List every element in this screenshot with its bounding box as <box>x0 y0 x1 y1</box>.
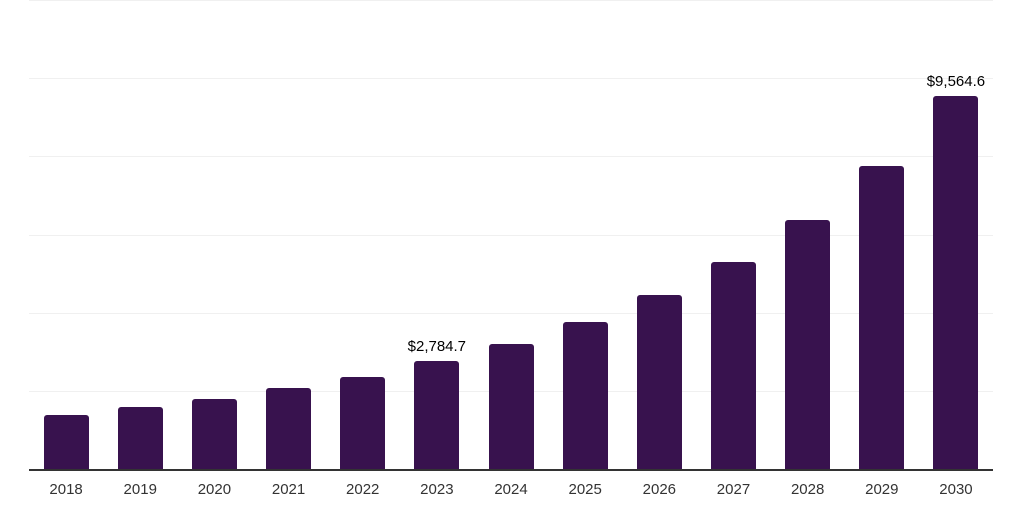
x-tick-label-2023: 2023 <box>420 481 454 498</box>
x-tick-label-2022: 2022 <box>346 481 380 498</box>
x-axis-labels: 2018 2019 2020 2021 2022 2023 2024 2025 2026 2027… <box>29 481 993 498</box>
gridline-10000 <box>29 78 993 80</box>
plot-area: $2,784.7 $9,564.6 <box>29 0 993 471</box>
gridline-6000 <box>29 234 993 236</box>
x-tick-label-2026: 2026 <box>642 481 677 498</box>
bar-2025[interactable] <box>562 322 608 470</box>
x-tick-label-2019: 2019 <box>123 481 157 498</box>
gridline-8000 <box>29 156 993 158</box>
x-tick-label-2025: 2025 <box>568 481 602 498</box>
bar-2020[interactable] <box>191 399 237 470</box>
bar-2018[interactable] <box>43 415 89 470</box>
bar-2029[interactable] <box>859 165 905 470</box>
bar-2019[interactable] <box>117 407 163 470</box>
x-tick-label-2018: 2018 <box>49 481 83 498</box>
bar-2030[interactable] <box>933 96 979 470</box>
bar-2021[interactable] <box>266 388 312 470</box>
bar-2028[interactable] <box>785 219 831 470</box>
bar-2024[interactable] <box>488 344 534 470</box>
x-tick-label-2027: 2027 <box>716 481 751 498</box>
bar-value-label-2030: $9,564.6 <box>926 73 986 91</box>
bar-2022[interactable] <box>340 377 386 470</box>
bar-2023[interactable] <box>414 361 460 470</box>
x-tick-label-2020: 2020 <box>197 481 232 498</box>
bar-value-label-2023: $2,784.7 <box>407 338 467 356</box>
gridline-4000 <box>29 312 993 314</box>
bar-2027[interactable] <box>710 262 756 470</box>
bar-2026[interactable] <box>636 294 682 470</box>
gridline-12000 <box>29 0 993 1</box>
x-axis-line <box>29 469 993 471</box>
x-tick-label-2028: 2028 <box>790 481 825 498</box>
x-tick-label-2021: 2021 <box>271 481 306 498</box>
x-tick-label-2029: 2029 <box>865 481 899 498</box>
x-tick-label-2024: 2024 <box>494 481 528 498</box>
x-tick-label-2030: 2030 <box>939 481 973 498</box>
